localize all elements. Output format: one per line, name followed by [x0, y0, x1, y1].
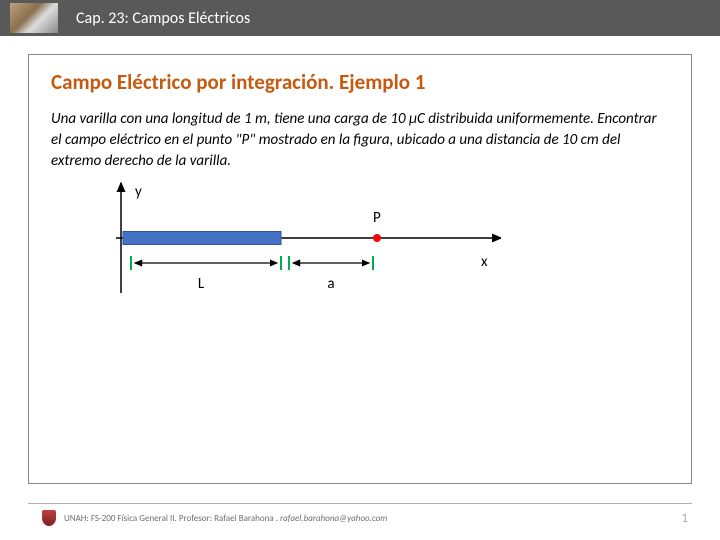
svg-text:L: L — [198, 275, 205, 293]
course-info: UNAH: FS-200 Física General II. Profesor… — [64, 513, 278, 524]
university-shield-icon — [42, 510, 56, 526]
svg-text:x: x — [481, 253, 488, 271]
svg-text:a: a — [327, 275, 334, 293]
svg-text:P: P — [373, 209, 381, 227]
footer-email: rafael.barahona@yahoo.com — [280, 513, 387, 524]
problem-statement: Una varilla con una longitud de 1 m, tie… — [51, 109, 669, 172]
diagram-svg: y x P La — [81, 178, 501, 328]
header-image — [10, 3, 58, 33]
footer-text: UNAH: FS-200 Física General II. Profesor… — [64, 513, 387, 524]
footer: UNAH: FS-200 Física General II. Profesor… — [42, 510, 387, 526]
slide-frame: Campo Eléctrico por integración. Ejemplo… — [28, 54, 692, 484]
physics-diagram: y x P La — [81, 178, 501, 328]
chapter-header: Cap. 23: Campos Eléctricos — [0, 0, 720, 36]
chapter-title: Cap. 23: Campos Eléctricos — [76, 9, 250, 28]
footer-divider — [28, 503, 692, 504]
slide-title: Campo Eléctrico por integración. Ejemplo… — [51, 69, 669, 95]
page-number: 1 — [681, 511, 688, 526]
svg-text:y: y — [135, 183, 142, 201]
